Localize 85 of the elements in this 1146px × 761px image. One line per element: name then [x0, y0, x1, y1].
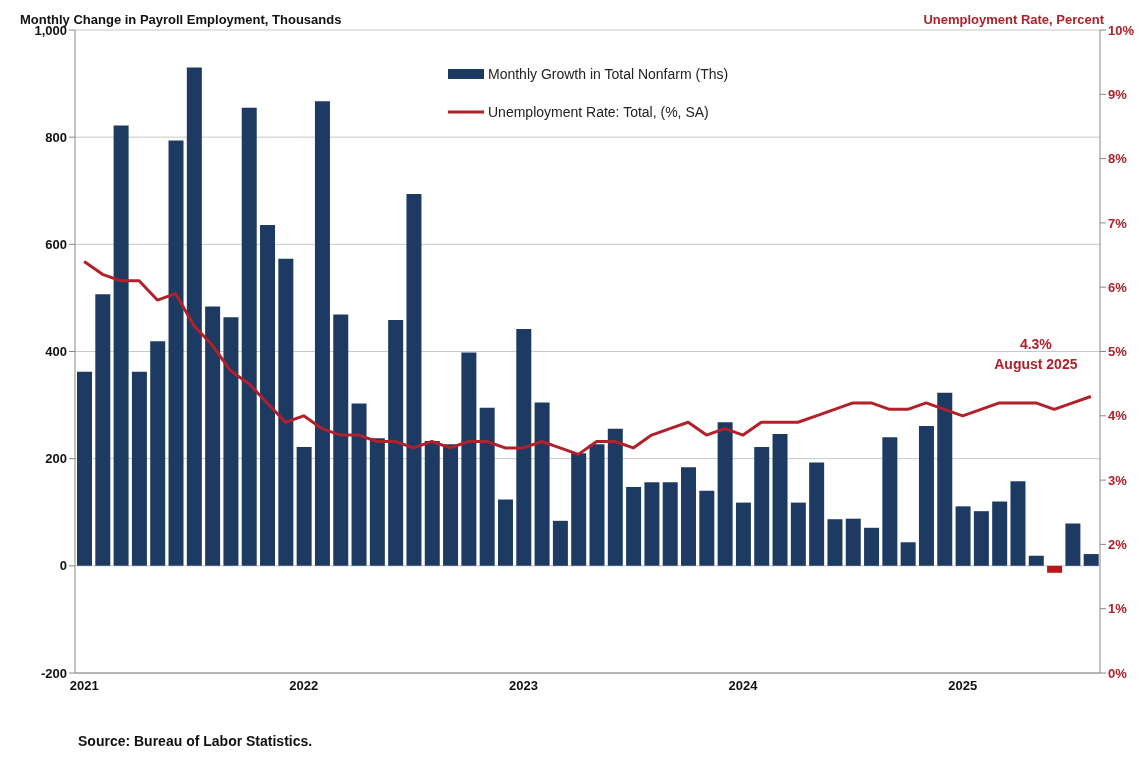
bar [1083, 554, 1099, 566]
bar [168, 140, 184, 566]
bar [443, 444, 459, 566]
bar [992, 501, 1008, 566]
y2-tick-label: 9% [1108, 86, 1128, 102]
bar [388, 319, 404, 566]
y-tick-label: 200 [45, 451, 67, 467]
bar [790, 502, 806, 566]
bar [827, 519, 843, 566]
bar [461, 352, 477, 566]
legend-label: Unemployment Rate: Total, (%, SA) [488, 104, 709, 120]
y2-tick-label: 7% [1108, 215, 1128, 231]
x-tick-label: 2023 [508, 678, 538, 694]
y-tick-label: 600 [45, 236, 67, 252]
bar [95, 294, 111, 566]
bar [864, 527, 880, 566]
annotation: 4.3% [1019, 335, 1053, 352]
bar [626, 487, 642, 566]
x-tick-label: 2021 [69, 678, 99, 694]
bar [351, 403, 367, 566]
y2-tick-label: 0% [1108, 665, 1128, 681]
bar [809, 462, 825, 566]
bar [113, 125, 129, 566]
bar [681, 467, 697, 566]
y2-tick-label: 8% [1108, 151, 1128, 167]
bar [772, 434, 788, 566]
y2-tick-label: 10% [1108, 22, 1135, 38]
bar [1065, 523, 1081, 566]
y-tick-label: -200 [40, 665, 67, 681]
bar [973, 511, 989, 566]
bar [1047, 565, 1063, 573]
y-tick-label: 800 [45, 129, 67, 145]
bar [534, 402, 550, 566]
bar [552, 520, 568, 566]
bar [314, 101, 330, 566]
bar [497, 499, 513, 566]
bar [754, 446, 770, 566]
bar [278, 258, 294, 566]
bar [699, 490, 715, 566]
y2-tick-label: 5% [1108, 344, 1128, 360]
bar [479, 407, 495, 566]
y-tick-label: 0 [59, 558, 67, 574]
bar [644, 482, 660, 566]
bar [369, 438, 385, 566]
bar [406, 193, 422, 566]
bar [186, 67, 202, 566]
bar [424, 440, 440, 566]
bar [937, 392, 953, 566]
bar [205, 306, 221, 566]
bar [131, 371, 147, 566]
x-tick-label: 2024 [728, 678, 759, 694]
legend-label: Monthly Growth in Total Nonfarm (Ths) [488, 66, 729, 82]
y2-tick-label: 3% [1108, 472, 1128, 488]
bar [845, 518, 861, 566]
bar [955, 506, 971, 566]
annotation: August 2025 [994, 355, 1078, 372]
bar [241, 107, 257, 566]
bar [735, 502, 751, 566]
bar [260, 225, 276, 566]
bar [571, 453, 587, 566]
bar [882, 437, 898, 566]
x-tick-label: 2025 [948, 678, 978, 694]
source-note: Source: Bureau of Labor Statistics. [78, 733, 313, 749]
bar [223, 317, 239, 566]
bar [589, 444, 605, 566]
y2-tick-label: 6% [1108, 279, 1128, 295]
bar [662, 482, 678, 566]
x-tick-label: 2022 [289, 678, 319, 694]
bar [296, 446, 312, 566]
bar [150, 341, 166, 566]
bar [1010, 481, 1026, 566]
line-series [82, 259, 1093, 456]
bar [607, 428, 623, 566]
bar [77, 371, 92, 566]
bar [1028, 555, 1044, 566]
bar [333, 314, 349, 566]
y2-axis-title: Unemployment Rate, Percent [923, 12, 1105, 27]
y2-tick-label: 2% [1108, 537, 1128, 553]
y2-tick-label: 4% [1108, 408, 1128, 424]
bar [918, 425, 934, 566]
bar [900, 542, 916, 566]
y2-tick-label: 1% [1108, 601, 1128, 617]
bar [516, 329, 532, 566]
y-tick-label: 400 [45, 344, 67, 360]
bar [717, 422, 733, 566]
